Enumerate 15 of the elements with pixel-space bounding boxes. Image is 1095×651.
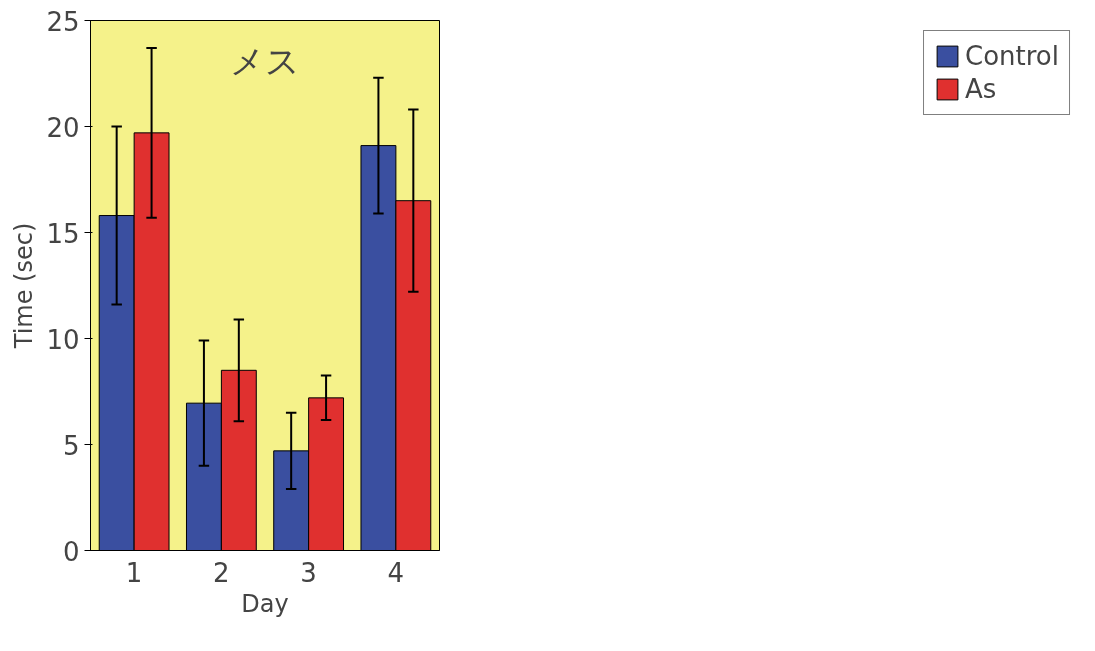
x-axis-title: Day [241, 589, 289, 618]
y-tick-label: 0 [62, 536, 80, 567]
legend-label: As [965, 74, 997, 104]
y-tick-label: 20 [46, 112, 80, 143]
y-tick-label: 25 [46, 6, 80, 37]
legend-label: Control [965, 41, 1059, 71]
text: メス [230, 40, 300, 81]
x-tick-label: 3 [300, 557, 317, 588]
y-tick-label: 10 [46, 324, 80, 355]
x-tick-label: 2 [213, 557, 230, 588]
y-tick-label: 15 [46, 218, 80, 249]
y-axis-title: Time (sec) [10, 222, 39, 350]
x-tick-label: 4 [387, 557, 405, 588]
x-tick-label: 1 [125, 557, 143, 588]
y-tick-label: 5 [62, 430, 80, 461]
